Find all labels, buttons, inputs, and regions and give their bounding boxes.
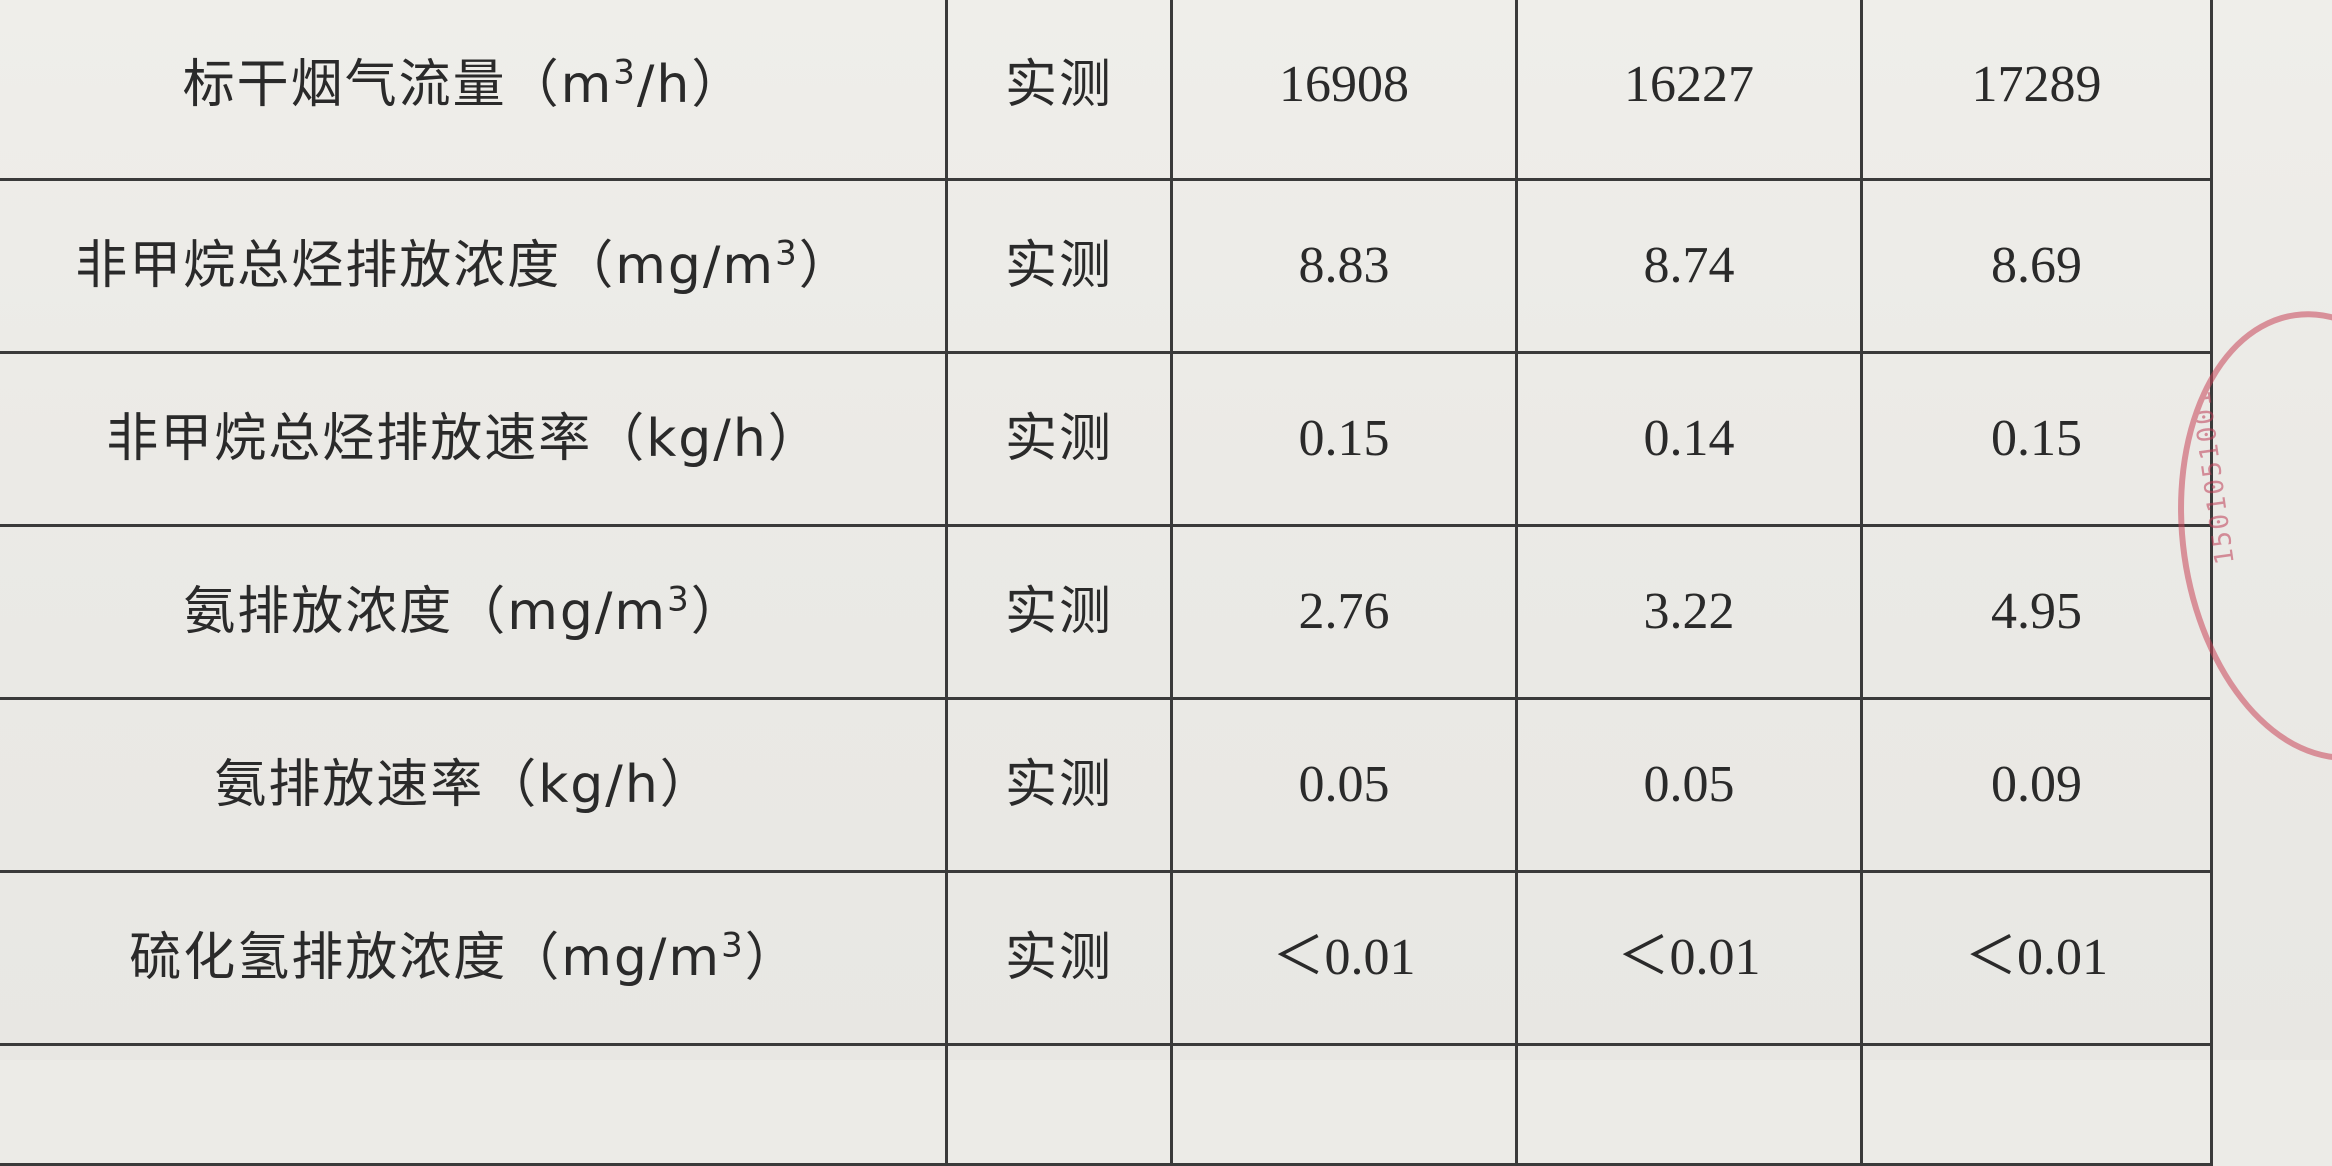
parameter-label: 标干烟气流量（m3/h） [0, 0, 948, 181]
value-cell: 8.74 [1515, 178, 1863, 354]
value-cell [1170, 1043, 1518, 1166]
value-cell: 0.15 [1170, 351, 1518, 527]
table-row: 氨排放速率（kg/h） 实测 0.05 0.05 0.09 [0, 697, 2213, 873]
method-cell: 实测 [945, 351, 1173, 527]
value-cell: 0.05 [1170, 697, 1518, 873]
table-row: 非甲烷总烃排放速率（kg/h） 实测 0.15 0.14 0.15 [0, 351, 2213, 527]
table-row: 硫化氢排放浓度（mg/m3） 实测 ＜0.01 ＜0.01 ＜0.01 [0, 870, 2213, 1046]
method-cell: 实测 [945, 0, 1173, 181]
parameter-label [0, 1043, 948, 1166]
method-cell: 实测 [945, 524, 1173, 700]
stamp-number: 15010510011 [2184, 369, 2241, 567]
parameter-label: 氨排放浓度（mg/m3） [0, 524, 948, 700]
parameter-label: 非甲烷总烃排放速率（kg/h） [0, 351, 948, 527]
value-cell: 3.22 [1515, 524, 1863, 700]
value-cell: 16227 [1515, 0, 1863, 181]
table-row: 标干烟气流量（m3/h） 实测 16908 16227 17289 [0, 0, 2213, 181]
value-cell: 17289 [1860, 0, 2213, 181]
value-cell: 16908 [1170, 0, 1518, 181]
table-row: 非甲烷总烃排放浓度（mg/m3） 实测 8.83 8.74 8.69 [0, 178, 2213, 354]
table-row [0, 1043, 2213, 1166]
monitoring-results-table: 标干烟气流量（m3/h） 实测 16908 16227 17289 非甲烷总烃排… [0, 0, 2213, 1166]
value-cell: 0.15 [1860, 351, 2213, 527]
value-cell: 4.95 [1860, 524, 2213, 700]
method-cell: 实测 [945, 697, 1173, 873]
parameter-label: 非甲烷总烃排放浓度（mg/m3） [0, 178, 948, 354]
parameter-label: 硫化氢排放浓度（mg/m3） [0, 870, 948, 1046]
value-cell: ＜0.01 [1860, 870, 2213, 1046]
method-cell: 实测 [945, 178, 1173, 354]
value-cell: 2.76 [1170, 524, 1518, 700]
value-cell: ＜0.01 [1515, 870, 1863, 1046]
method-cell [945, 1043, 1173, 1166]
value-cell [1515, 1043, 1863, 1166]
value-cell: 8.69 [1860, 178, 2213, 354]
value-cell: ＜0.01 [1170, 870, 1518, 1046]
table-row: 氨排放浓度（mg/m3） 实测 2.76 3.22 4.95 [0, 524, 2213, 700]
value-cell [1860, 1043, 2213, 1166]
value-cell: 8.83 [1170, 178, 1518, 354]
parameter-label: 氨排放速率（kg/h） [0, 697, 948, 873]
value-cell: 0.09 [1860, 697, 2213, 873]
method-cell: 实测 [945, 870, 1173, 1046]
value-cell: 0.05 [1515, 697, 1863, 873]
value-cell: 0.14 [1515, 351, 1863, 527]
